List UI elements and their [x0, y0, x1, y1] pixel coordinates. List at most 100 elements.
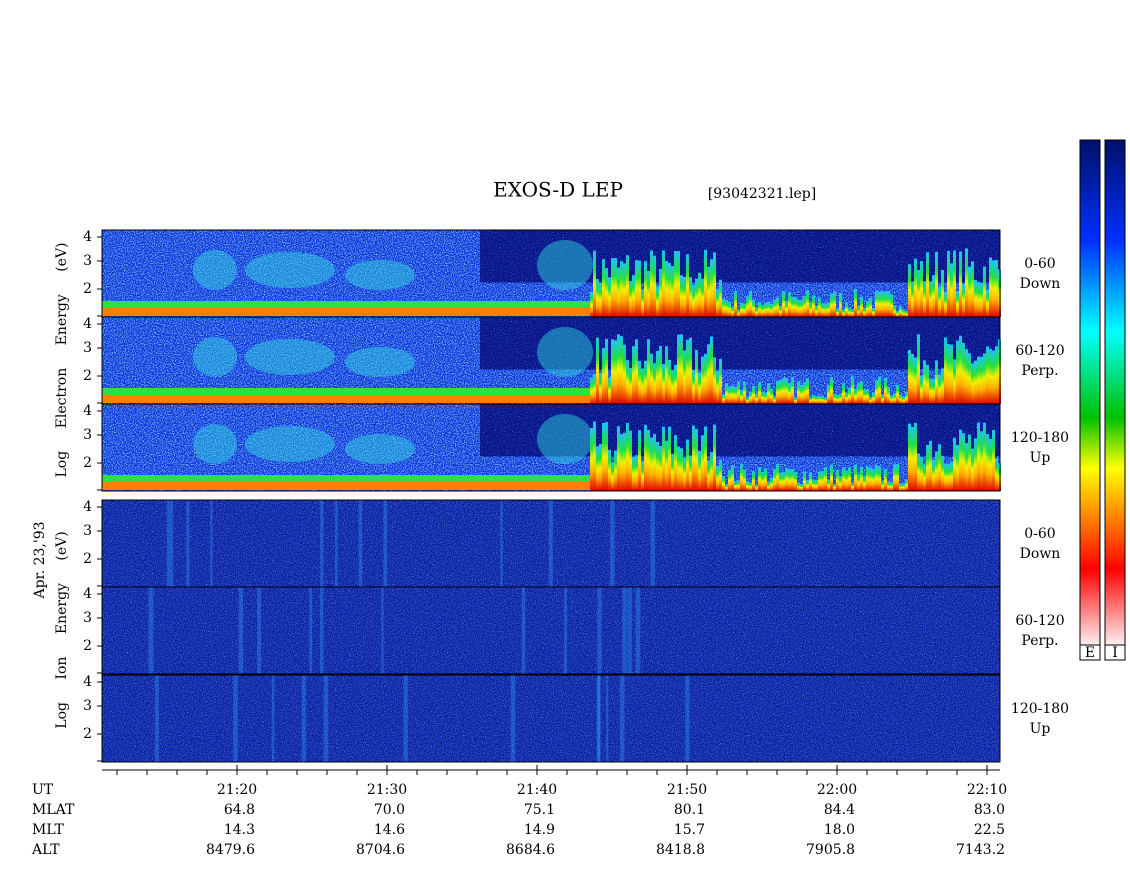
energy-column [857, 473, 860, 491]
energy-column [956, 291, 959, 317]
energy-column [698, 372, 701, 404]
energy-column [875, 290, 878, 317]
energy-column [842, 309, 845, 317]
energy-column [851, 376, 854, 404]
energy-column [914, 357, 917, 404]
energy-column [725, 383, 728, 404]
streak [323, 675, 329, 762]
streak [271, 675, 275, 762]
energy-column [827, 384, 830, 404]
energy-column [860, 380, 863, 404]
energy-column [854, 388, 857, 404]
energy-column [791, 468, 794, 491]
energy-column [983, 422, 986, 491]
colorbar-electron [1079, 139, 1101, 646]
energy-column [743, 469, 746, 491]
orbit-value: 64.8 [224, 802, 255, 818]
y-tick-label: 2 [83, 281, 92, 297]
energy-column [773, 469, 776, 491]
energy-column [728, 386, 731, 404]
energy-column [740, 464, 743, 491]
streak [521, 587, 526, 674]
panel-frame [101, 674, 1001, 763]
energy-column [713, 357, 716, 404]
energy-column [725, 299, 728, 317]
y-tick-label: 4 [83, 499, 92, 515]
y-tick-label: 4 [83, 229, 92, 245]
streak [500, 500, 503, 587]
energy-column [650, 353, 653, 404]
energy-column [632, 275, 635, 317]
low-energy-band [102, 301, 592, 308]
energy-column [608, 377, 611, 404]
energy-column [968, 434, 971, 491]
energy-column [875, 465, 878, 491]
energy-column [920, 375, 923, 404]
energy-column [917, 269, 920, 317]
energy-column [935, 360, 938, 404]
energy-column [734, 291, 737, 317]
energy-column [908, 349, 911, 404]
energy-column [641, 289, 644, 317]
orbit-value: 84.4 [824, 802, 855, 818]
orbit-value: 7143.2 [956, 842, 1005, 858]
energy-column [602, 422, 605, 491]
energy-column [623, 263, 626, 317]
energy-column [707, 344, 710, 404]
energy-column [782, 291, 785, 317]
energy-column [779, 305, 782, 317]
energy-column [593, 374, 596, 404]
energy-column [752, 471, 755, 491]
energy-column [995, 458, 998, 491]
energy-column [962, 342, 965, 404]
orbit-value: 8479.6 [206, 842, 255, 858]
orbit-value: 8704.6 [356, 842, 405, 858]
energy-column [704, 353, 707, 404]
energy-column [776, 297, 779, 317]
energy-column [980, 431, 983, 491]
energy-column [929, 378, 932, 404]
pitch-angle-label: 120-180 [1011, 701, 1069, 717]
row-label: MLT [32, 822, 64, 838]
energy-column [611, 462, 614, 491]
energy-column [866, 388, 869, 404]
energy-column [737, 381, 740, 404]
energy-column [830, 293, 833, 317]
streak [155, 675, 159, 762]
energy-column [815, 396, 818, 404]
energy-column [629, 367, 632, 404]
energy-column [638, 430, 641, 491]
energy-column [704, 426, 707, 491]
energy-column [866, 465, 869, 491]
energy-column [761, 471, 764, 491]
panel-frame [101, 403, 1001, 492]
streak [309, 587, 313, 674]
colorbar-label: I [1112, 645, 1118, 661]
energy-column [857, 383, 860, 404]
energy-column [635, 455, 638, 491]
energy-column [749, 482, 752, 491]
streak [619, 675, 625, 762]
energy-column [608, 277, 611, 317]
plasma-feature [537, 240, 593, 290]
energy-column [917, 453, 920, 491]
energy-column [671, 266, 674, 317]
energy-column [932, 378, 935, 404]
energy-column [938, 444, 941, 491]
energy-column [956, 444, 959, 491]
streak [606, 675, 609, 762]
y-tick-label: 2 [83, 638, 92, 654]
y-tick-label: 3 [83, 523, 92, 539]
energy-column [917, 334, 920, 404]
electron-axis-label: Log Electron Energy (eV) [54, 242, 70, 477]
streak [650, 500, 655, 587]
energy-column [863, 307, 866, 317]
streak [320, 500, 324, 587]
energy-column [965, 248, 968, 317]
energy-column [884, 291, 887, 317]
energy-column [833, 291, 836, 317]
y-tick-label: 2 [83, 455, 92, 471]
energy-column [614, 340, 617, 404]
energy-column [638, 361, 641, 404]
